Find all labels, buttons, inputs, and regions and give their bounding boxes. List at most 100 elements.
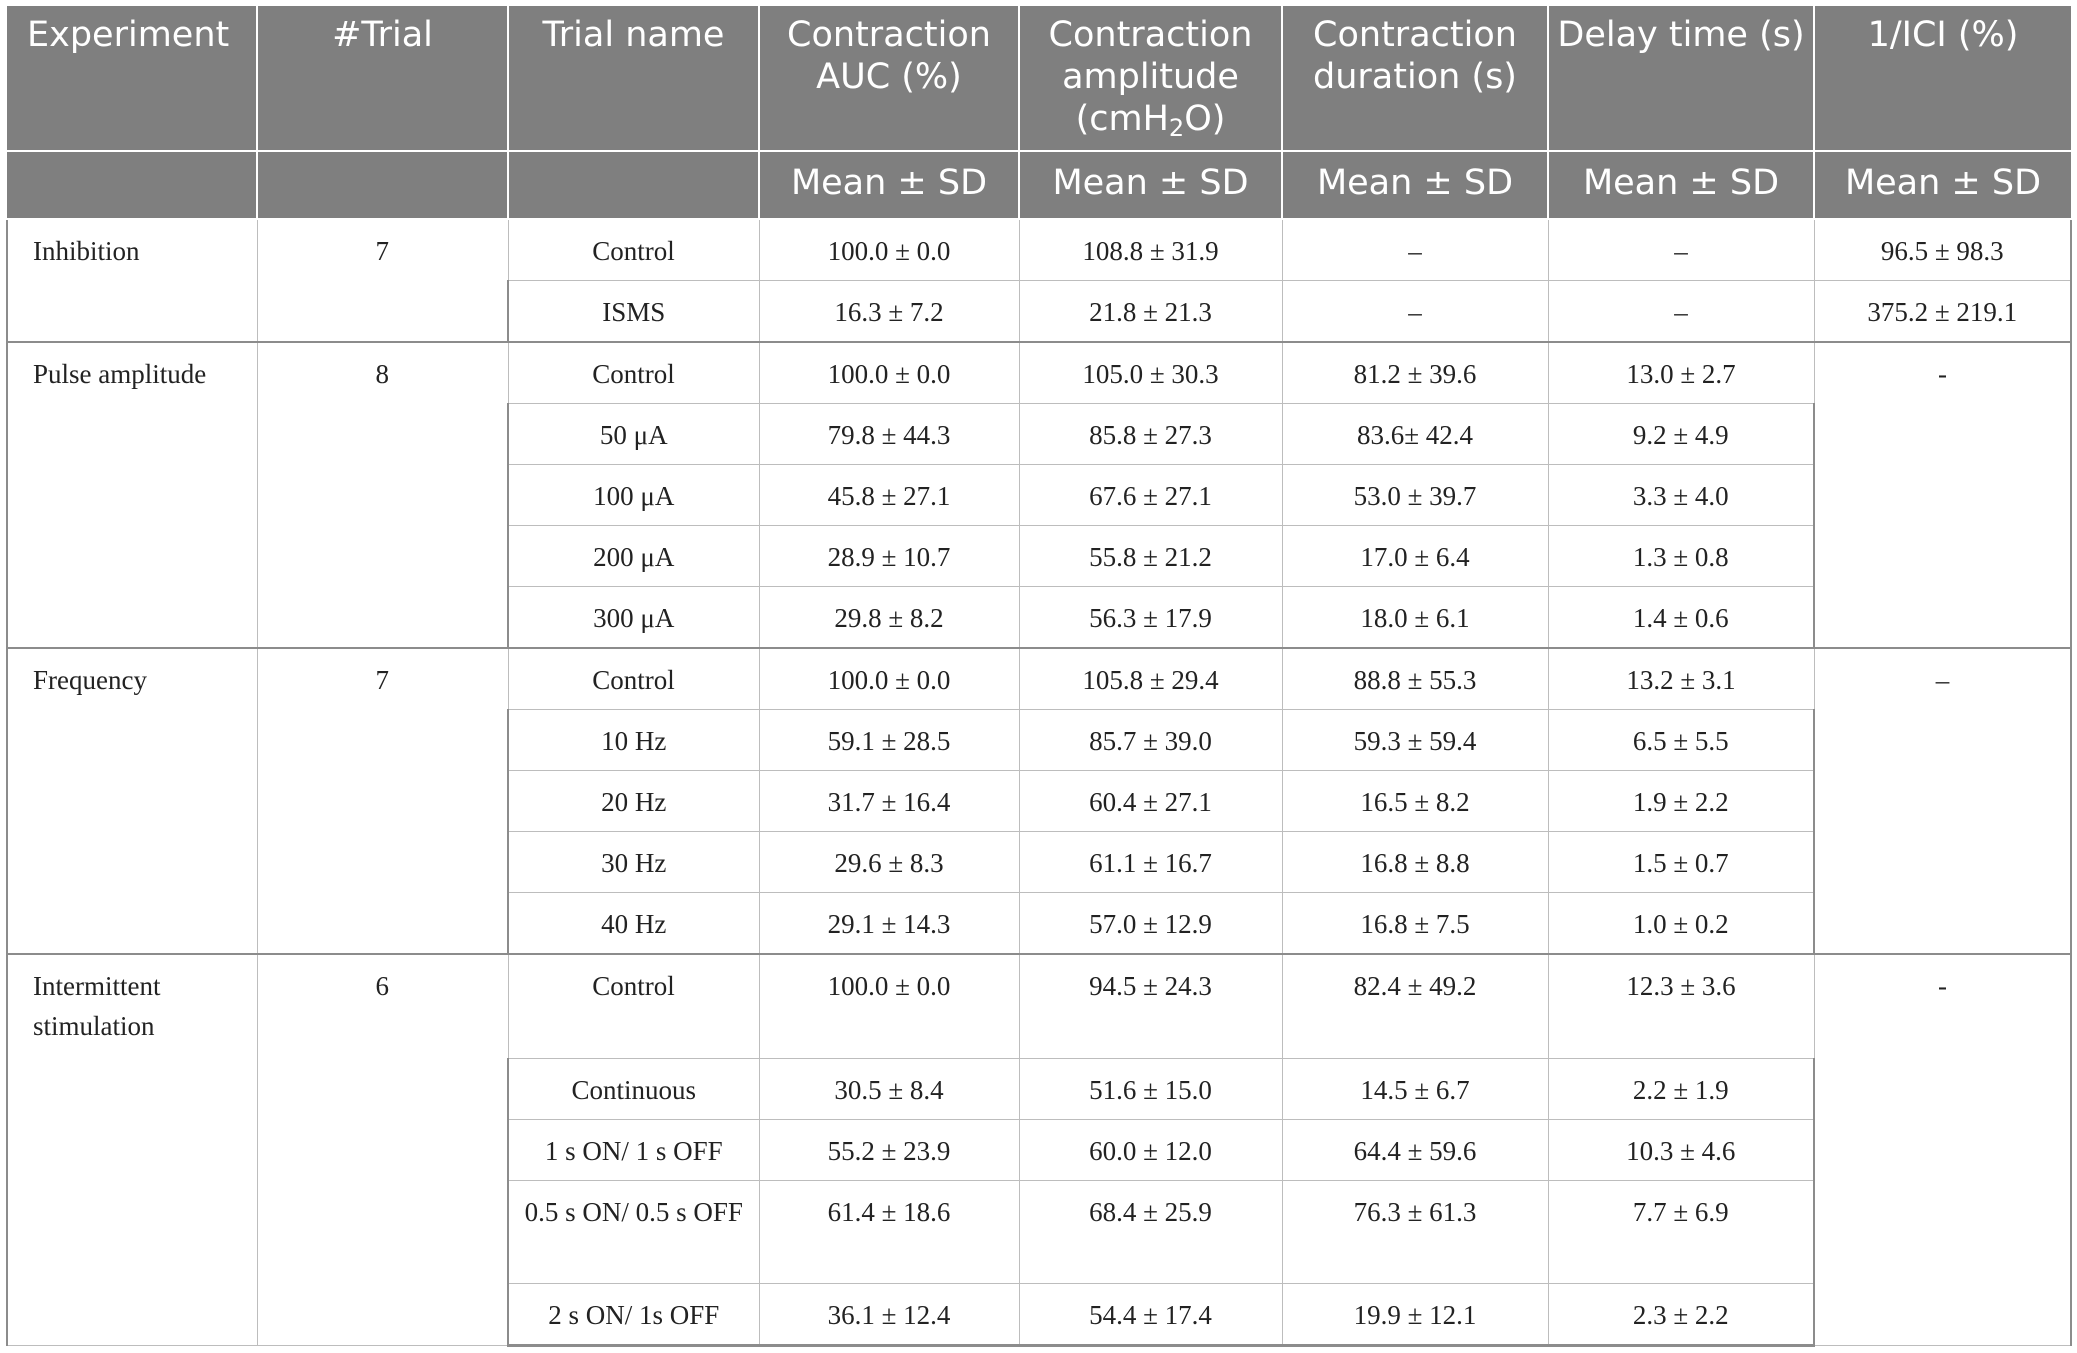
subheader-mean-sd: Mean ± SD <box>758 151 1019 220</box>
trial-count-cell: 7 <box>256 647 509 955</box>
auc-cell: 29.6 ± 8.3 <box>758 831 1020 893</box>
auc-cell: 79.8 ± 44.3 <box>758 403 1020 465</box>
subheader-mean-sd: Mean ± SD <box>1813 151 2071 220</box>
duration-cell: 17.0 ± 6.4 <box>1281 525 1549 587</box>
table-row: 10 Hz 59.1 ± 28.5 85.7 ± 39.0 59.3 ± 59.… <box>7 709 2071 771</box>
duration-cell: 18.0 ± 6.1 <box>1281 586 1549 649</box>
trial-name-cell: Control <box>507 341 760 404</box>
amplitude-cell: 60.0 ± 12.0 <box>1018 1118 1283 1181</box>
trial-name-cell: Control <box>507 647 760 710</box>
duration-cell: 88.8 ± 55.3 <box>1281 647 1549 710</box>
delay-cell: 9.2 ± 4.9 <box>1547 403 1815 465</box>
table-row: 30 Hz 29.6 ± 8.3 61.1 ± 16.7 16.8 ± 8.8 … <box>7 831 2071 893</box>
ici-cell: – <box>1813 647 2072 955</box>
delay-cell: 2.2 ± 1.9 <box>1547 1057 1815 1120</box>
duration-cell: 83.6± 42.4 <box>1281 403 1549 465</box>
trial-name-cell: 40 Hz <box>507 892 760 955</box>
table-row: 20 Hz 31.7 ± 16.4 60.4 ± 27.1 16.5 ± 8.2… <box>7 770 2071 832</box>
duration-cell: 76.3 ± 61.3 <box>1281 1179 1549 1284</box>
trial-name-cell: Continuous <box>507 1057 760 1120</box>
delay-cell: 2.3 ± 2.2 <box>1547 1282 1815 1347</box>
table-row: 40 Hz 29.1 ± 14.3 57.0 ± 12.9 16.8 ± 7.5… <box>7 892 2071 955</box>
delay-cell: 1.5 ± 0.7 <box>1547 831 1815 893</box>
auc-cell: 30.5 ± 8.4 <box>758 1057 1020 1120</box>
delay-cell: 6.5 ± 5.5 <box>1547 709 1815 771</box>
auc-cell: 100.0 ± 0.0 <box>758 341 1020 404</box>
trial-count-cell: 6 <box>256 953 509 1346</box>
trial-name-cell: 1 s ON/ 1 s OFF <box>507 1118 760 1181</box>
duration-cell: 81.2 ± 39.6 <box>1281 341 1549 404</box>
ici-cell: - <box>1813 341 2072 649</box>
delay-cell: 1.0 ± 0.2 <box>1547 892 1815 955</box>
trial-name-cell: 10 Hz <box>507 709 760 771</box>
duration-cell: – <box>1281 280 1549 343</box>
ici-cell: 96.5 ± 98.3 <box>1813 218 2072 281</box>
duration-cell: 14.5 ± 6.7 <box>1281 1057 1549 1120</box>
subheader-empty <box>256 151 508 220</box>
amplitude-cell: 21.8 ± 21.3 <box>1018 280 1283 343</box>
col-header-trial-name: Trial name <box>507 6 759 152</box>
amplitude-cell: 105.0 ± 30.3 <box>1018 341 1283 404</box>
auc-cell: 59.1 ± 28.5 <box>758 709 1020 771</box>
table-row: ISMS 16.3 ± 7.2 21.8 ± 21.3 – – 375.2 ± … <box>7 280 2072 343</box>
amplitude-cell: 56.3 ± 17.9 <box>1018 586 1283 649</box>
delay-cell: 13.2 ± 3.1 <box>1547 647 1815 710</box>
duration-cell: 53.0 ± 39.7 <box>1281 464 1549 526</box>
table-row: 2 s ON/ 1s OFF 36.1 ± 12.4 54.4 ± 17.4 1… <box>7 1282 2071 1347</box>
duration-cell: 59.3 ± 59.4 <box>1281 709 1549 771</box>
ici-cell: 375.2 ± 219.1 <box>1813 280 2072 343</box>
duration-cell: – <box>1281 218 1549 281</box>
duration-cell: 16.8 ± 8.8 <box>1281 831 1549 893</box>
auc-cell: 100.0 ± 0.0 <box>758 218 1020 281</box>
table-row: 100 μA 45.8 ± 27.1 67.6 ± 27.1 53.0 ± 39… <box>7 464 2071 526</box>
delay-cell: 13.0 ± 2.7 <box>1547 341 1815 404</box>
trial-count-cell: 7 <box>256 218 509 343</box>
auc-cell: 100.0 ± 0.0 <box>758 953 1020 1059</box>
amplitude-cell: 67.6 ± 27.1 <box>1018 464 1283 526</box>
auc-cell: 45.8 ± 27.1 <box>758 464 1020 526</box>
amplitude-cell: 61.1 ± 16.7 <box>1018 831 1283 893</box>
table-row: Inhibition 7 Control 100.0 ± 0.0 108.8 ±… <box>6 218 2072 343</box>
ici-cell: - <box>1813 953 2072 1346</box>
amplitude-cell: 57.0 ± 12.9 <box>1018 892 1283 955</box>
col-header-ici: 1/ICI (%) <box>1813 6 2071 152</box>
auc-cell: 55.2 ± 23.9 <box>758 1118 1020 1181</box>
amplitude-cell: 51.6 ± 15.0 <box>1018 1057 1283 1120</box>
duration-cell: 16.8 ± 7.5 <box>1281 892 1549 955</box>
auc-cell: 61.4 ± 18.6 <box>758 1179 1020 1284</box>
subheader-mean-sd: Mean ± SD <box>1547 151 1814 220</box>
experiment-cell: Inhibition <box>6 218 258 343</box>
delay-cell: – <box>1547 280 1815 343</box>
table-header: Experiment #Trial Trial name Contraction… <box>7 6 2071 220</box>
auc-cell: 36.1 ± 12.4 <box>758 1282 1020 1347</box>
amplitude-cell: 68.4 ± 25.9 <box>1018 1179 1283 1284</box>
delay-cell: 1.3 ± 0.8 <box>1547 525 1815 587</box>
amplitude-cell: 55.8 ± 21.2 <box>1018 525 1283 587</box>
col-header-trial-number: #Trial <box>256 6 508 152</box>
auc-cell: 100.0 ± 0.0 <box>758 647 1020 710</box>
trial-name-cell: 200 μA <box>507 525 760 587</box>
auc-cell: 16.3 ± 7.2 <box>758 280 1020 343</box>
table-row: Frequency 7 Control 100.0 ± 0.0 105.8 ± … <box>6 647 2072 955</box>
auc-cell: 28.9 ± 10.7 <box>758 525 1020 587</box>
amplitude-cell: 108.8 ± 31.9 <box>1018 218 1283 281</box>
trial-name-cell: Control <box>507 953 760 1059</box>
auc-cell: 31.7 ± 16.4 <box>758 770 1020 832</box>
table-row: 1 s ON/ 1 s OFF 55.2 ± 23.9 60.0 ± 12.0 … <box>7 1118 2071 1181</box>
trial-name-cell: 30 Hz <box>507 831 760 893</box>
trial-name-cell: 300 μA <box>507 586 760 649</box>
duration-cell: 64.4 ± 59.6 <box>1281 1118 1549 1181</box>
amplitude-cell: 105.8 ± 29.4 <box>1018 647 1283 710</box>
col-header-contraction-amplitude: Contraction amplitude (cmH2O) <box>1018 6 1282 152</box>
trial-name-cell: 2 s ON/ 1s OFF <box>507 1282 760 1347</box>
amplitude-cell: 85.7 ± 39.0 <box>1018 709 1283 771</box>
table-row: Pulse amplitude 8 Control 100.0 ± 0.0 10… <box>6 341 2072 649</box>
duration-cell: 19.9 ± 12.1 <box>1281 1282 1549 1347</box>
col-header-contraction-auc: Contraction AUC (%) <box>758 6 1019 152</box>
duration-cell: 16.5 ± 8.2 <box>1281 770 1549 832</box>
delay-cell: 7.7 ± 6.9 <box>1547 1179 1815 1284</box>
auc-cell: 29.1 ± 14.3 <box>758 892 1020 955</box>
amplitude-cell: 60.4 ± 27.1 <box>1018 770 1283 832</box>
trial-name-cell: ISMS <box>507 280 760 343</box>
subheader-mean-sd: Mean ± SD <box>1281 151 1548 220</box>
